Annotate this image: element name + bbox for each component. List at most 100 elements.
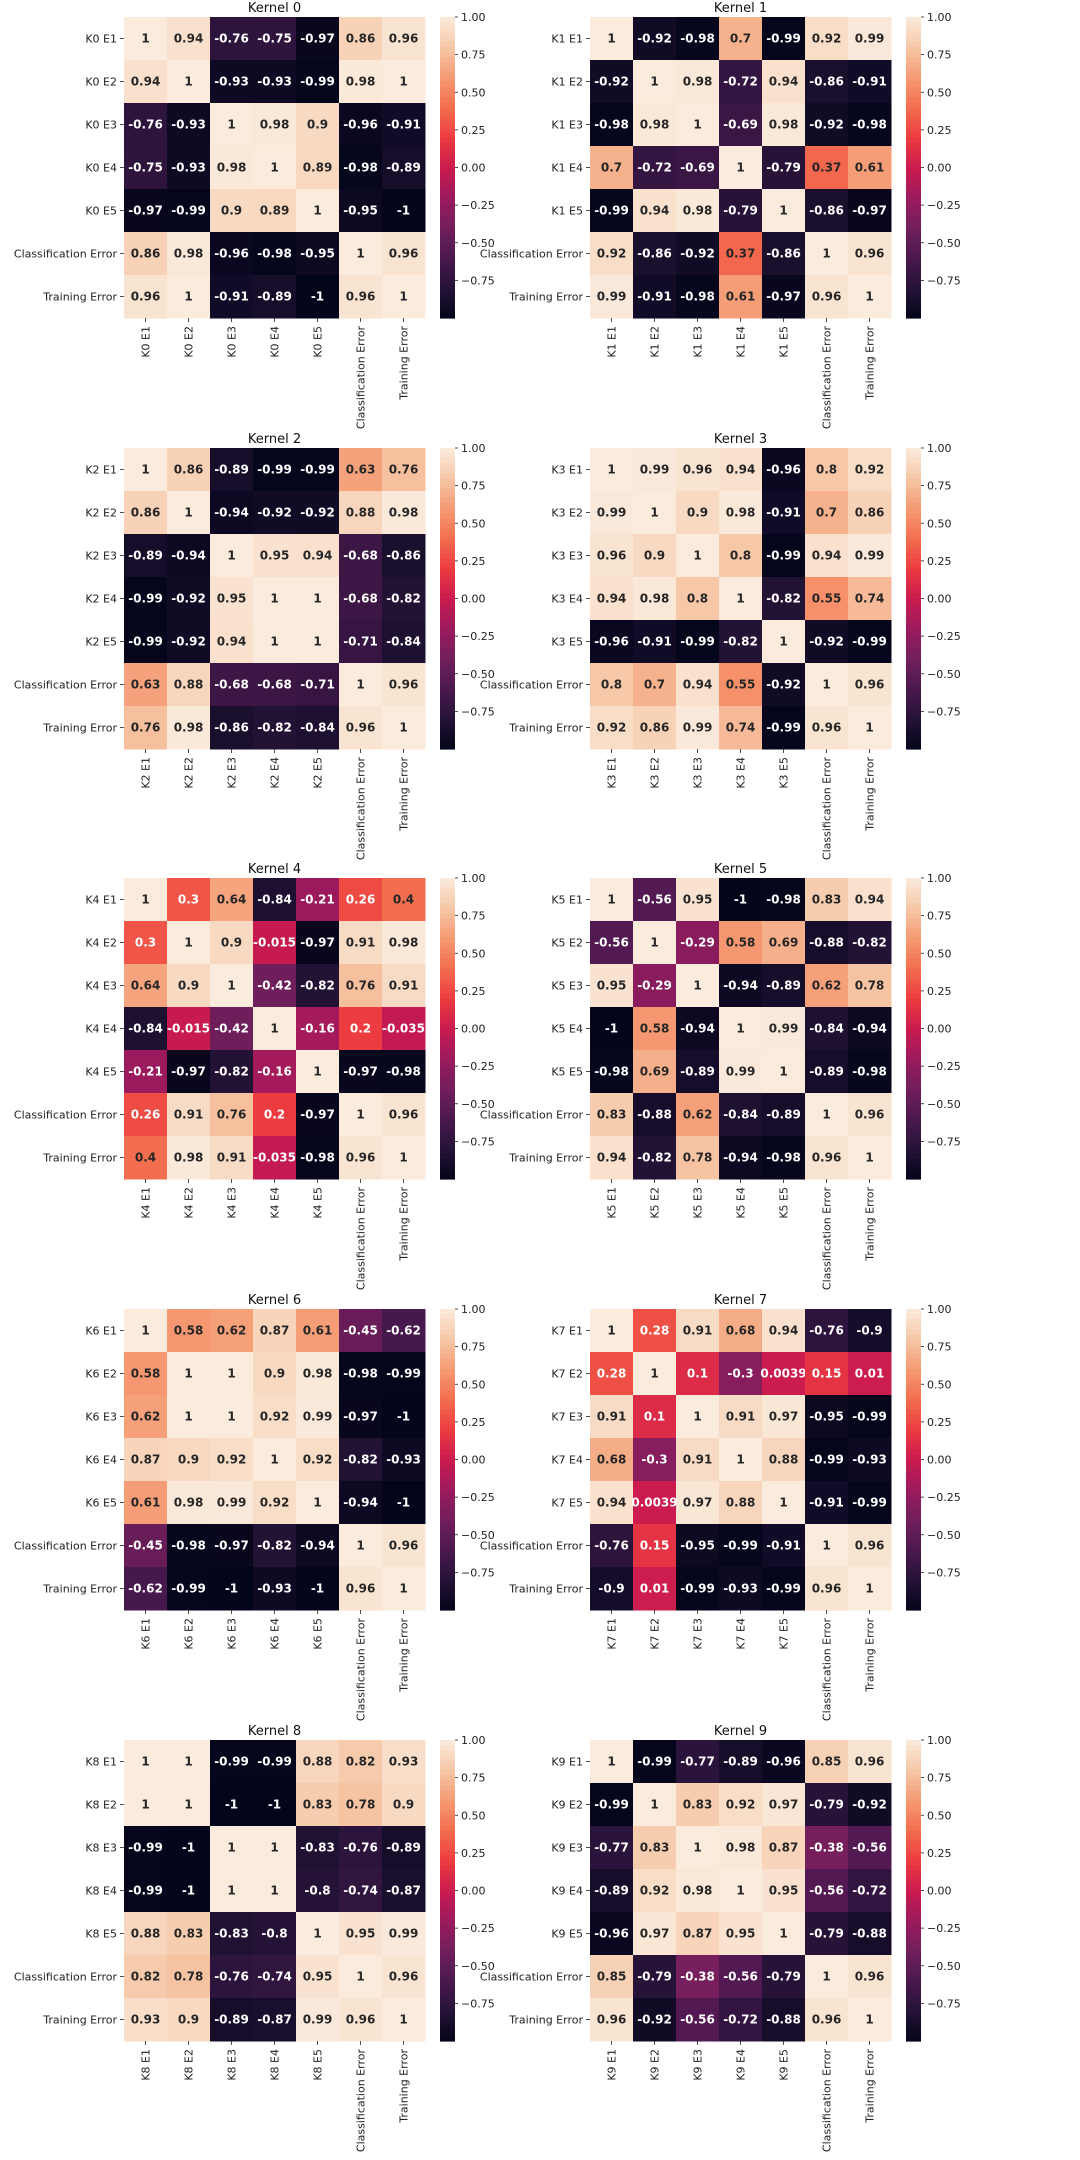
colorbar-tick-label: 0.25 (461, 1416, 486, 1429)
cell-value: -0.88 (766, 2013, 801, 2027)
colorbar-segment (906, 92, 921, 98)
colorbar-segment (440, 633, 455, 640)
heatmap-cell (848, 534, 892, 578)
cell-value: -0.94 (343, 1496, 378, 1510)
colorbar-segment (906, 1524, 921, 1531)
heatmap-cell (590, 663, 634, 707)
heatmap-cell (210, 1524, 254, 1568)
heatmap-cell (124, 232, 168, 276)
colorbar-segment (440, 1339, 455, 1345)
colorbar-segment (440, 167, 455, 174)
colorbar-segment (440, 618, 455, 625)
heatmap-cell (590, 1481, 634, 1525)
cell-value: 0.98 (726, 1841, 756, 1855)
cell-value: 1 (779, 635, 787, 649)
colorbar-segment (906, 1083, 921, 1090)
cell-value: -0.99 (766, 549, 801, 563)
cell-value: -0.88 (637, 1108, 672, 1122)
heatmap-cell (253, 491, 297, 535)
heatmap-cell (167, 1050, 211, 1094)
heatmap-cell (253, 1567, 297, 1611)
heatmap-cell (633, 663, 677, 707)
colorbar-segment (440, 1329, 455, 1335)
colorbar-segment (440, 1434, 455, 1441)
heatmap-cell (633, 1395, 677, 1439)
heatmap-cell (848, 1740, 892, 1784)
cell-value: 0.96 (855, 678, 885, 692)
heatmap-cell (296, 620, 340, 664)
heatmap-cell (210, 1912, 254, 1956)
colorbar-segment (906, 212, 921, 219)
heatmap-cell (167, 1740, 211, 1784)
heatmap-cell (210, 1998, 254, 2042)
colorbar-segment (906, 1770, 921, 1776)
cell-value: -0.95 (680, 1539, 715, 1553)
heatmap-cell (167, 17, 211, 61)
colorbar-segment (440, 262, 455, 269)
cell-value: -0.89 (680, 1065, 715, 1079)
colorbar-segment (440, 1469, 455, 1476)
colorbar-tick-label: −0.50 (927, 1098, 961, 1111)
heatmap-cell (805, 1438, 849, 1482)
y-tick-label: K0 E3 (85, 119, 117, 132)
colorbar-segment (906, 1539, 921, 1546)
cell-value: -0.89 (386, 1841, 421, 1855)
cell-value: -0.99 (128, 1841, 163, 1855)
heatmap-cell (167, 1783, 211, 1827)
colorbar-segment (440, 1148, 455, 1155)
heatmap-cell (339, 1783, 383, 1827)
heatmap-cell (676, 1395, 720, 1439)
heatmap-cell (848, 103, 892, 147)
cell-value: 0.92 (260, 1496, 290, 1510)
cell-value: 0.97 (769, 1410, 799, 1424)
cell-value: -0.035 (253, 1151, 296, 1165)
heatmap-cell (719, 1309, 763, 1353)
heatmap-cell (848, 1912, 892, 1956)
colorbar-segment (440, 1133, 455, 1140)
colorbar-segment (906, 1594, 921, 1601)
cell-value: -0.92 (680, 247, 715, 261)
cell-value: 0.88 (303, 1755, 333, 1769)
colorbar-segment (906, 523, 921, 529)
heatmap-cell (805, 103, 849, 147)
cell-value: -0.77 (680, 1755, 715, 1769)
y-tick-label: K5 E3 (551, 980, 583, 993)
x-tick-label: K2 E5 (312, 757, 325, 789)
colorbar-segment (440, 613, 455, 620)
colorbar-segment (440, 973, 455, 979)
heatmap-cell (124, 1740, 168, 1784)
heatmap-cell (124, 448, 168, 492)
cell-value: 0.98 (260, 118, 290, 132)
colorbar-segment (906, 1790, 921, 1796)
colorbar-segment (906, 2010, 921, 2017)
colorbar-segment (440, 1950, 455, 1957)
heatmap-cell (296, 1826, 340, 1870)
cell-value: -0.95 (300, 247, 335, 261)
colorbar-segment (906, 633, 921, 640)
cell-value: 0.86 (855, 506, 885, 520)
colorbar-segment (440, 628, 455, 635)
heatmap-cell (382, 275, 426, 319)
colorbar-segment (906, 1564, 921, 1571)
heatmap-cell (676, 663, 720, 707)
heatmap-cell (848, 921, 892, 965)
heatmap-cell (253, 1309, 297, 1353)
colorbar-segment (440, 1369, 455, 1375)
heatmap-cell (339, 663, 383, 707)
cell-value: 0.15 (640, 1539, 670, 1553)
cell-value: 0.98 (174, 1151, 204, 1165)
heatmap-cell (167, 663, 211, 707)
heatmap-cell (805, 1869, 849, 1913)
colorbar-segment (906, 908, 921, 914)
heatmap-cell (590, 448, 634, 492)
colorbar-segment (440, 1825, 455, 1831)
colorbar-segment (440, 1910, 455, 1917)
heatmap-cell (382, 60, 426, 104)
cell-value: 0.76 (346, 979, 376, 993)
cell-value: 0.96 (389, 678, 419, 692)
cell-value: -0.82 (300, 979, 335, 993)
cell-value: -0.98 (343, 161, 378, 175)
colorbar-segment (440, 1409, 455, 1415)
colorbar-segment (906, 1599, 921, 1606)
colorbar-segment (906, 1574, 921, 1581)
